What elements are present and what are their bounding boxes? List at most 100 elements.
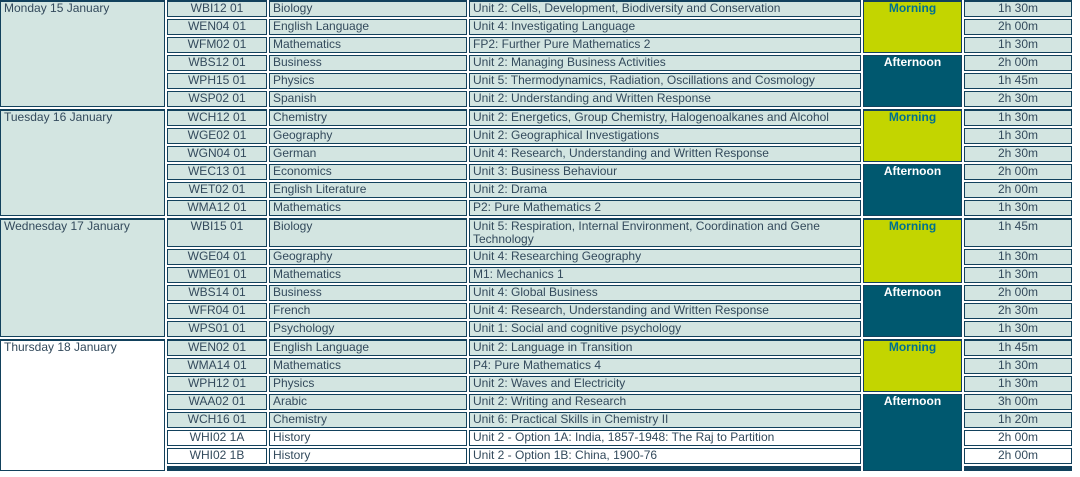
duration-cell: 2h 00m bbox=[964, 448, 1072, 464]
timetable-row: WAA02 01 Arabic Unit 2: Writing and Resear… bbox=[0, 394, 1072, 471]
exam-code-cell: WEN04 01 bbox=[167, 19, 267, 35]
unit-cell: FP2: Further Pure Mathematics 2 bbox=[469, 37, 861, 53]
unit-cell: Unit 5: Thermodynamics, Radiation, Oscil… bbox=[469, 73, 861, 89]
subject-cell: Geography bbox=[269, 249, 467, 265]
timetable-row: WSP02 01 Spanish Unit 2: Understanding and… bbox=[0, 91, 1072, 107]
subject-cell: Biology bbox=[269, 218, 467, 247]
timetable-row: WFR04 01 French Unit 4: Research, Understa… bbox=[0, 303, 1072, 319]
unit-cell: Unit 2: Understanding and Written Respon… bbox=[469, 91, 861, 107]
exam-code-cell: WFR04 01 bbox=[167, 303, 267, 319]
unit-cell: Unit 5: Respiration, Internal Environmen… bbox=[469, 218, 861, 247]
exam-code-cell: WBS12 01 bbox=[167, 55, 267, 71]
subject-cell: English Language bbox=[269, 339, 467, 356]
duration-cell: 1h 30m bbox=[964, 128, 1072, 144]
subject-cell: French bbox=[269, 303, 467, 319]
duration-cell: 2h 00m bbox=[964, 430, 1072, 446]
exam-code-cell: WAA02 01 bbox=[167, 394, 267, 410]
subject-cell: Economics bbox=[269, 164, 467, 180]
subject-cell: Mathematics bbox=[269, 37, 467, 53]
timetable-row: WPH15 01 Physics Unit 5: Thermodynamics, R… bbox=[0, 73, 1072, 89]
duration-cell: 1h 30m bbox=[964, 376, 1072, 392]
timetable-row: WBS12 01 Business Unit 2: Managing Busines… bbox=[0, 55, 1072, 107]
duration-cell: 2h 00m bbox=[964, 182, 1072, 198]
session-cell-afternoon: Afternoon bbox=[863, 164, 962, 216]
timetable-row: WGE02 01 Geography Unit 2: Geographical In… bbox=[0, 128, 1072, 144]
subject-cell: English Literature bbox=[269, 182, 467, 198]
session-cell-morning: Morning bbox=[863, 218, 962, 283]
unit-cell: Unit 2: Cells, Development, Biodiversity… bbox=[469, 0, 861, 17]
unit-cell: P4: Pure Mathematics 4 bbox=[469, 358, 861, 374]
duration-cell: 1h 30m bbox=[964, 0, 1072, 17]
unit-cell: Unit 2: Drama bbox=[469, 182, 861, 198]
subject-cell: History bbox=[269, 448, 467, 464]
subject-cell: Biology bbox=[269, 0, 467, 17]
exam-code-cell: WBS14 01 bbox=[167, 285, 267, 301]
exam-code-cell: WPH15 01 bbox=[167, 73, 267, 89]
timetable-row: WBS14 01 Business Unit 4: Global Business A… bbox=[0, 285, 1072, 337]
duration-cell: 1h 30m bbox=[964, 358, 1072, 374]
timetable-row: Thursday 18 January WEN02 01 English Langu… bbox=[0, 339, 1072, 471]
exam-code-cell: WMA12 01 bbox=[167, 200, 267, 216]
unit-cell: M1: Mechanics 1 bbox=[469, 267, 861, 283]
subject-cell: Chemistry bbox=[269, 412, 467, 428]
session-cell-afternoon: Afternoon bbox=[863, 394, 962, 471]
exam-code-cell: WEC13 01 bbox=[167, 164, 267, 180]
subject-cell: Arabic bbox=[269, 394, 467, 410]
timetable-row: WEN04 01 English Language Unit 4: Investig… bbox=[0, 19, 1072, 35]
exam-code-cell: WMA14 01 bbox=[167, 358, 267, 374]
subject-cell: English Language bbox=[269, 19, 467, 35]
unit-cell: Unit 2: Waves and Electricity bbox=[469, 376, 861, 392]
session-cell-morning: Morning bbox=[863, 109, 962, 162]
unit-cell: Unit 1: Social and cognitive psychology bbox=[469, 321, 861, 337]
unit-cell: Unit 6: Practical Skills in Chemistry II bbox=[469, 412, 861, 428]
date-cell: Wednesday 17 January bbox=[0, 218, 165, 337]
duration-cell: 1h 30m bbox=[964, 37, 1072, 53]
table-cutoff-strip bbox=[167, 466, 861, 471]
timetable-row: WMA12 01 Mathematics P2: Pure Mathematics … bbox=[0, 200, 1072, 216]
subject-cell: German bbox=[269, 146, 467, 162]
duration-cell: 1h 30m bbox=[964, 249, 1072, 265]
unit-cell: Unit 4: Global Business bbox=[469, 285, 861, 301]
exam-code-cell: WFM02 01 bbox=[167, 37, 267, 53]
exam-code-cell: WCH12 01 bbox=[167, 109, 267, 126]
exam-code-cell: WSP02 01 bbox=[167, 91, 267, 107]
exam-code-cell: WGN04 01 bbox=[167, 146, 267, 162]
subject-cell: History bbox=[269, 430, 467, 446]
unit-cell: Unit 2: Language in Transition bbox=[469, 339, 861, 356]
exam-code-cell: WGE02 01 bbox=[167, 128, 267, 144]
duration-cell: 2h 30m bbox=[964, 303, 1072, 319]
subject-cell: Mathematics bbox=[269, 200, 467, 216]
unit-cell: Unit 2: Writing and Research bbox=[469, 394, 861, 410]
date-cell: Tuesday 16 January bbox=[0, 109, 165, 216]
subject-cell: Business bbox=[269, 55, 467, 71]
subject-cell: Chemistry bbox=[269, 109, 467, 126]
unit-cell: Unit 2 - Option 1A: India, 1857-1948: Th… bbox=[469, 430, 861, 446]
duration-cell: 1h 30m bbox=[964, 109, 1072, 126]
exam-code-cell: WME01 01 bbox=[167, 267, 267, 283]
timetable-row: WGE04 01 Geography Unit 4: Researching Geo… bbox=[0, 249, 1072, 265]
subject-cell: Mathematics bbox=[269, 358, 467, 374]
table-cutoff-strip bbox=[0, 466, 1072, 471]
duration-cell: 3h 00m bbox=[964, 394, 1072, 410]
unit-cell: Unit 4: Researching Geography bbox=[469, 249, 861, 265]
timetable-row: WGN04 01 German Unit 4: Research, Understa… bbox=[0, 146, 1072, 162]
timetable-row: WCH16 01 Chemistry Unit 6: Practical Skill… bbox=[0, 412, 1072, 428]
timetable-row: Monday 15 January WBI12 01 Biology Unit 2: … bbox=[0, 0, 1072, 107]
unit-cell: Unit 4: Research, Understanding and Writ… bbox=[469, 303, 861, 319]
duration-cell: 1h 30m bbox=[964, 321, 1072, 337]
duration-cell: 2h 30m bbox=[964, 91, 1072, 107]
unit-cell: P2: Pure Mathematics 2 bbox=[469, 200, 861, 216]
unit-cell: Unit 2 - Option 1B: China, 1900-76 bbox=[469, 448, 861, 464]
session-cell-afternoon: Afternoon bbox=[863, 55, 962, 107]
duration-cell: 1h 20m bbox=[964, 412, 1072, 428]
date-cell: Monday 15 January bbox=[0, 0, 165, 107]
timetable-row: WET02 01 English Literature Unit 2: Drama 2… bbox=[0, 182, 1072, 198]
unit-cell: Unit 2: Energetics, Group Chemistry, Hal… bbox=[469, 109, 861, 126]
duration-cell: 1h 30m bbox=[964, 200, 1072, 216]
subject-cell: Business bbox=[269, 285, 467, 301]
timetable-row: WFM02 01 Mathematics FP2: Further Pure Mat… bbox=[0, 37, 1072, 53]
unit-cell: Unit 4: Investigating Language bbox=[469, 19, 861, 35]
timetable-row: WPH12 01 Physics Unit 2: Waves and Electri… bbox=[0, 376, 1072, 392]
duration-cell: 2h 00m bbox=[964, 164, 1072, 180]
